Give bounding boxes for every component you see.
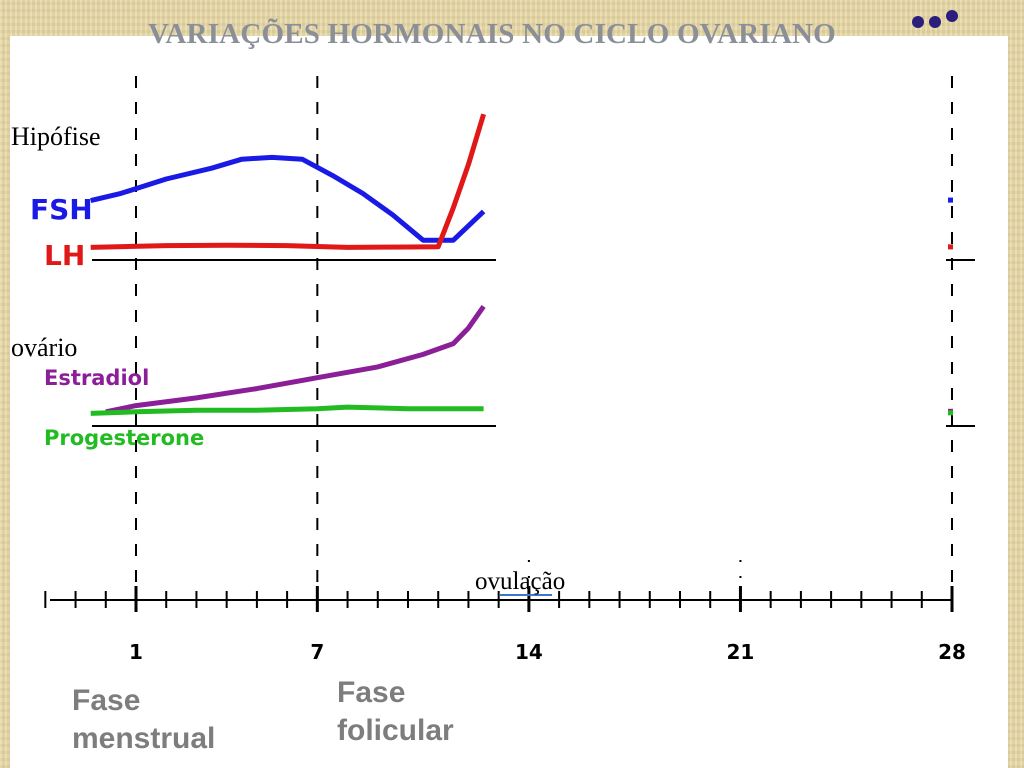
- series-label-estradiol: Estradiol: [44, 366, 149, 390]
- series-lh-edge-mark: [948, 244, 953, 250]
- slide-title: VARIAÇÕES HORMONAIS NO CICLO OVARIANO: [148, 18, 836, 50]
- series-fsh-edge-mark: [948, 197, 953, 203]
- phase-folicular-line1: Fase: [337, 676, 406, 709]
- x-tick-label-14: 14: [515, 640, 543, 664]
- series-progesterone-line: [90, 404, 484, 416]
- phase-menstrual-line2: menstrual: [72, 722, 216, 755]
- series-label-progesterone: Progesterone: [44, 426, 204, 450]
- phase-folicular-line2: folicular: [337, 714, 454, 747]
- x-tick-label-21: 21: [727, 640, 755, 664]
- hipofise-label: Hipófise: [11, 122, 101, 151]
- phase-menstrual-label: Fase menstrual: [72, 682, 215, 758]
- x-tick-label-7: 7: [310, 640, 324, 664]
- series-lh-line: [90, 113, 486, 250]
- x-tick-label-1: 1: [129, 640, 143, 664]
- phase-folicular-label: Fase folicular: [337, 674, 454, 750]
- series-label-fsh: FSH: [30, 193, 93, 226]
- phase-menstrual-line1: Fase: [72, 684, 141, 717]
- series-fsh-line: [90, 154, 486, 243]
- series-estradiol-line: [105, 304, 486, 415]
- series-label-lh: LH: [44, 239, 85, 272]
- x-tick-label-28: 28: [938, 640, 966, 664]
- series-progesterone-edge-mark: [948, 410, 953, 416]
- ovulacao-label: ovulação: [475, 568, 566, 595]
- ovario-label: ovário: [11, 333, 78, 362]
